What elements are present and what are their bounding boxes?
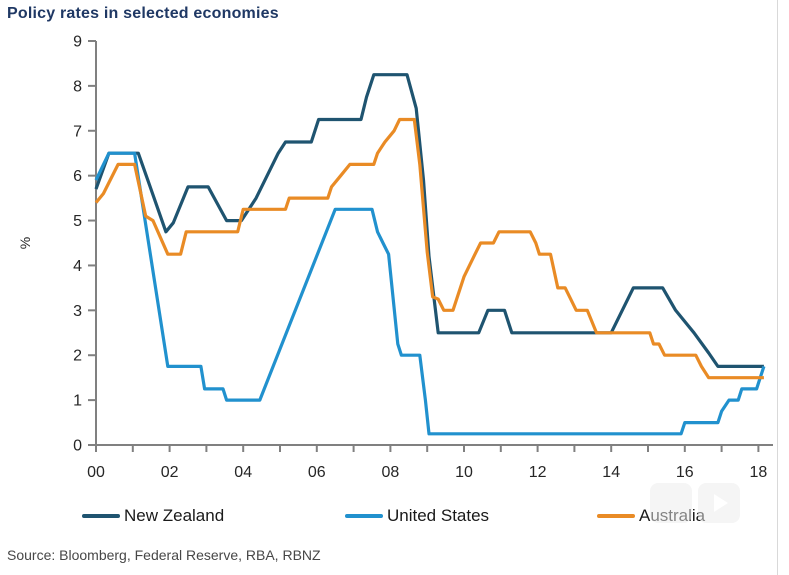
series-line-united-states xyxy=(94,151,766,436)
legend-label-new-zealand: New Zealand xyxy=(124,506,225,525)
video-watermark xyxy=(650,483,746,527)
x-tick-label: 16 xyxy=(676,464,694,481)
series-line-new-zealand xyxy=(94,73,764,368)
x-tick-label: 18 xyxy=(750,464,768,481)
series-line-australia xyxy=(94,117,764,380)
x-tick-label: 00 xyxy=(87,464,105,481)
x-tick-label: 14 xyxy=(602,464,620,481)
y-tick-label: 8 xyxy=(73,78,82,95)
y-tick-label: 1 xyxy=(73,393,82,410)
legend-swatch-united-states xyxy=(345,514,383,518)
y-tick-label: 9 xyxy=(73,33,82,50)
x-tick-label: 02 xyxy=(161,464,179,481)
x-tick-label: 04 xyxy=(234,464,252,481)
x-tick-label: 06 xyxy=(308,464,326,481)
legend-item-united-states: United States xyxy=(345,506,489,526)
y-tick-label: 2 xyxy=(73,348,82,365)
x-tick-label: 10 xyxy=(455,464,473,481)
y-tick-label: 7 xyxy=(73,123,82,140)
source-text: Source: Bloomberg, Federal Reserve, RBA,… xyxy=(7,547,321,563)
y-tick-label: 6 xyxy=(73,168,82,185)
y-axis-title: % xyxy=(17,237,33,249)
play-button-icon xyxy=(698,483,740,523)
legend-item-new-zealand: New Zealand xyxy=(82,506,224,526)
x-tick-label: 08 xyxy=(382,464,400,481)
y-axis-ticks: 0 1 2 3 4 5 6 7 8 9 xyxy=(73,33,96,455)
legend-swatch-australia xyxy=(597,514,635,518)
legend-label-united-states: United States xyxy=(387,506,490,525)
y-tick-label: 4 xyxy=(73,258,82,275)
y-tick-label: 5 xyxy=(73,213,82,230)
y-tick-label: 3 xyxy=(73,303,82,320)
right-edge-divider xyxy=(777,0,778,575)
chart-title: Policy rates in selected economies xyxy=(7,5,279,22)
legend-swatch-new-zealand xyxy=(82,514,120,518)
watermark-box-icon xyxy=(650,483,692,523)
x-tick-label: 12 xyxy=(529,464,547,481)
y-tick-label: 0 xyxy=(73,438,82,455)
x-axis-ticks: 00 02 04 06 08 10 12 14 16 18 xyxy=(87,445,767,481)
